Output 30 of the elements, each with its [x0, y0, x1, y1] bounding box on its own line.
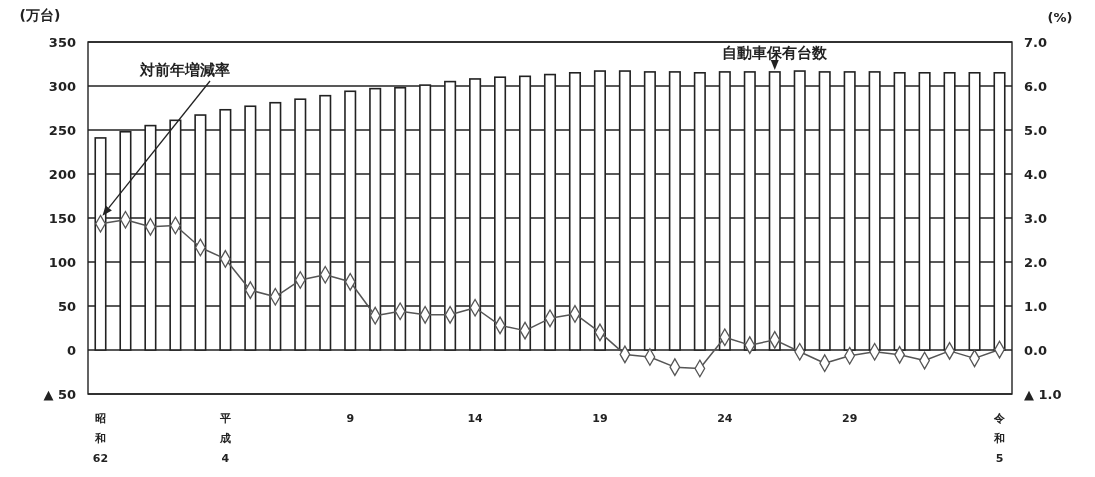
series-label: 自動車保有台数 — [722, 44, 829, 62]
x-tick-label: 昭和62 — [92, 412, 109, 465]
y2-tick-label: ▲ 1.0 — [1024, 386, 1062, 402]
y-tick-label: 0 — [66, 342, 76, 358]
y-tick-label: 100 — [48, 254, 76, 270]
y-axis-title: (万台) — [19, 7, 61, 23]
y-tick-label: 250 — [48, 122, 76, 138]
y-tick-label: 50 — [57, 298, 76, 314]
y-tick-label: 200 — [48, 166, 76, 182]
x-tick-label: 14 — [467, 412, 484, 425]
x-tick-label: 29 — [842, 412, 858, 425]
y-tick-label: 300 — [48, 78, 76, 94]
y2-tick-label: 1.0 — [1024, 298, 1048, 314]
y2-axis-title: (%) — [1047, 10, 1073, 25]
x-tick-label: 24 — [717, 412, 733, 425]
x-tick-label: 9 — [346, 412, 355, 425]
x-tick-label: 19 — [592, 412, 608, 425]
y2-tick-label: 3.0 — [1024, 210, 1048, 226]
y2-tick-label: 0.0 — [1024, 342, 1048, 358]
x-tick-label: 令和5 — [993, 412, 1007, 465]
y2-tick-label: 6.0 — [1024, 78, 1048, 94]
y2-tick-label: 5.0 — [1024, 122, 1048, 138]
y-tick-label: 350 — [48, 34, 76, 50]
text: 対前年増減率 — [139, 61, 230, 79]
y2-tick-label: 7.0 — [1024, 34, 1048, 50]
y2-tick-label: 2.0 — [1024, 254, 1048, 270]
x-tick-label: 平成4 — [218, 412, 231, 465]
y-tick-label: ▲ 50 — [43, 386, 76, 402]
y-tick-label: 150 — [48, 210, 76, 226]
y2-tick-label: 4.0 — [1024, 166, 1048, 182]
